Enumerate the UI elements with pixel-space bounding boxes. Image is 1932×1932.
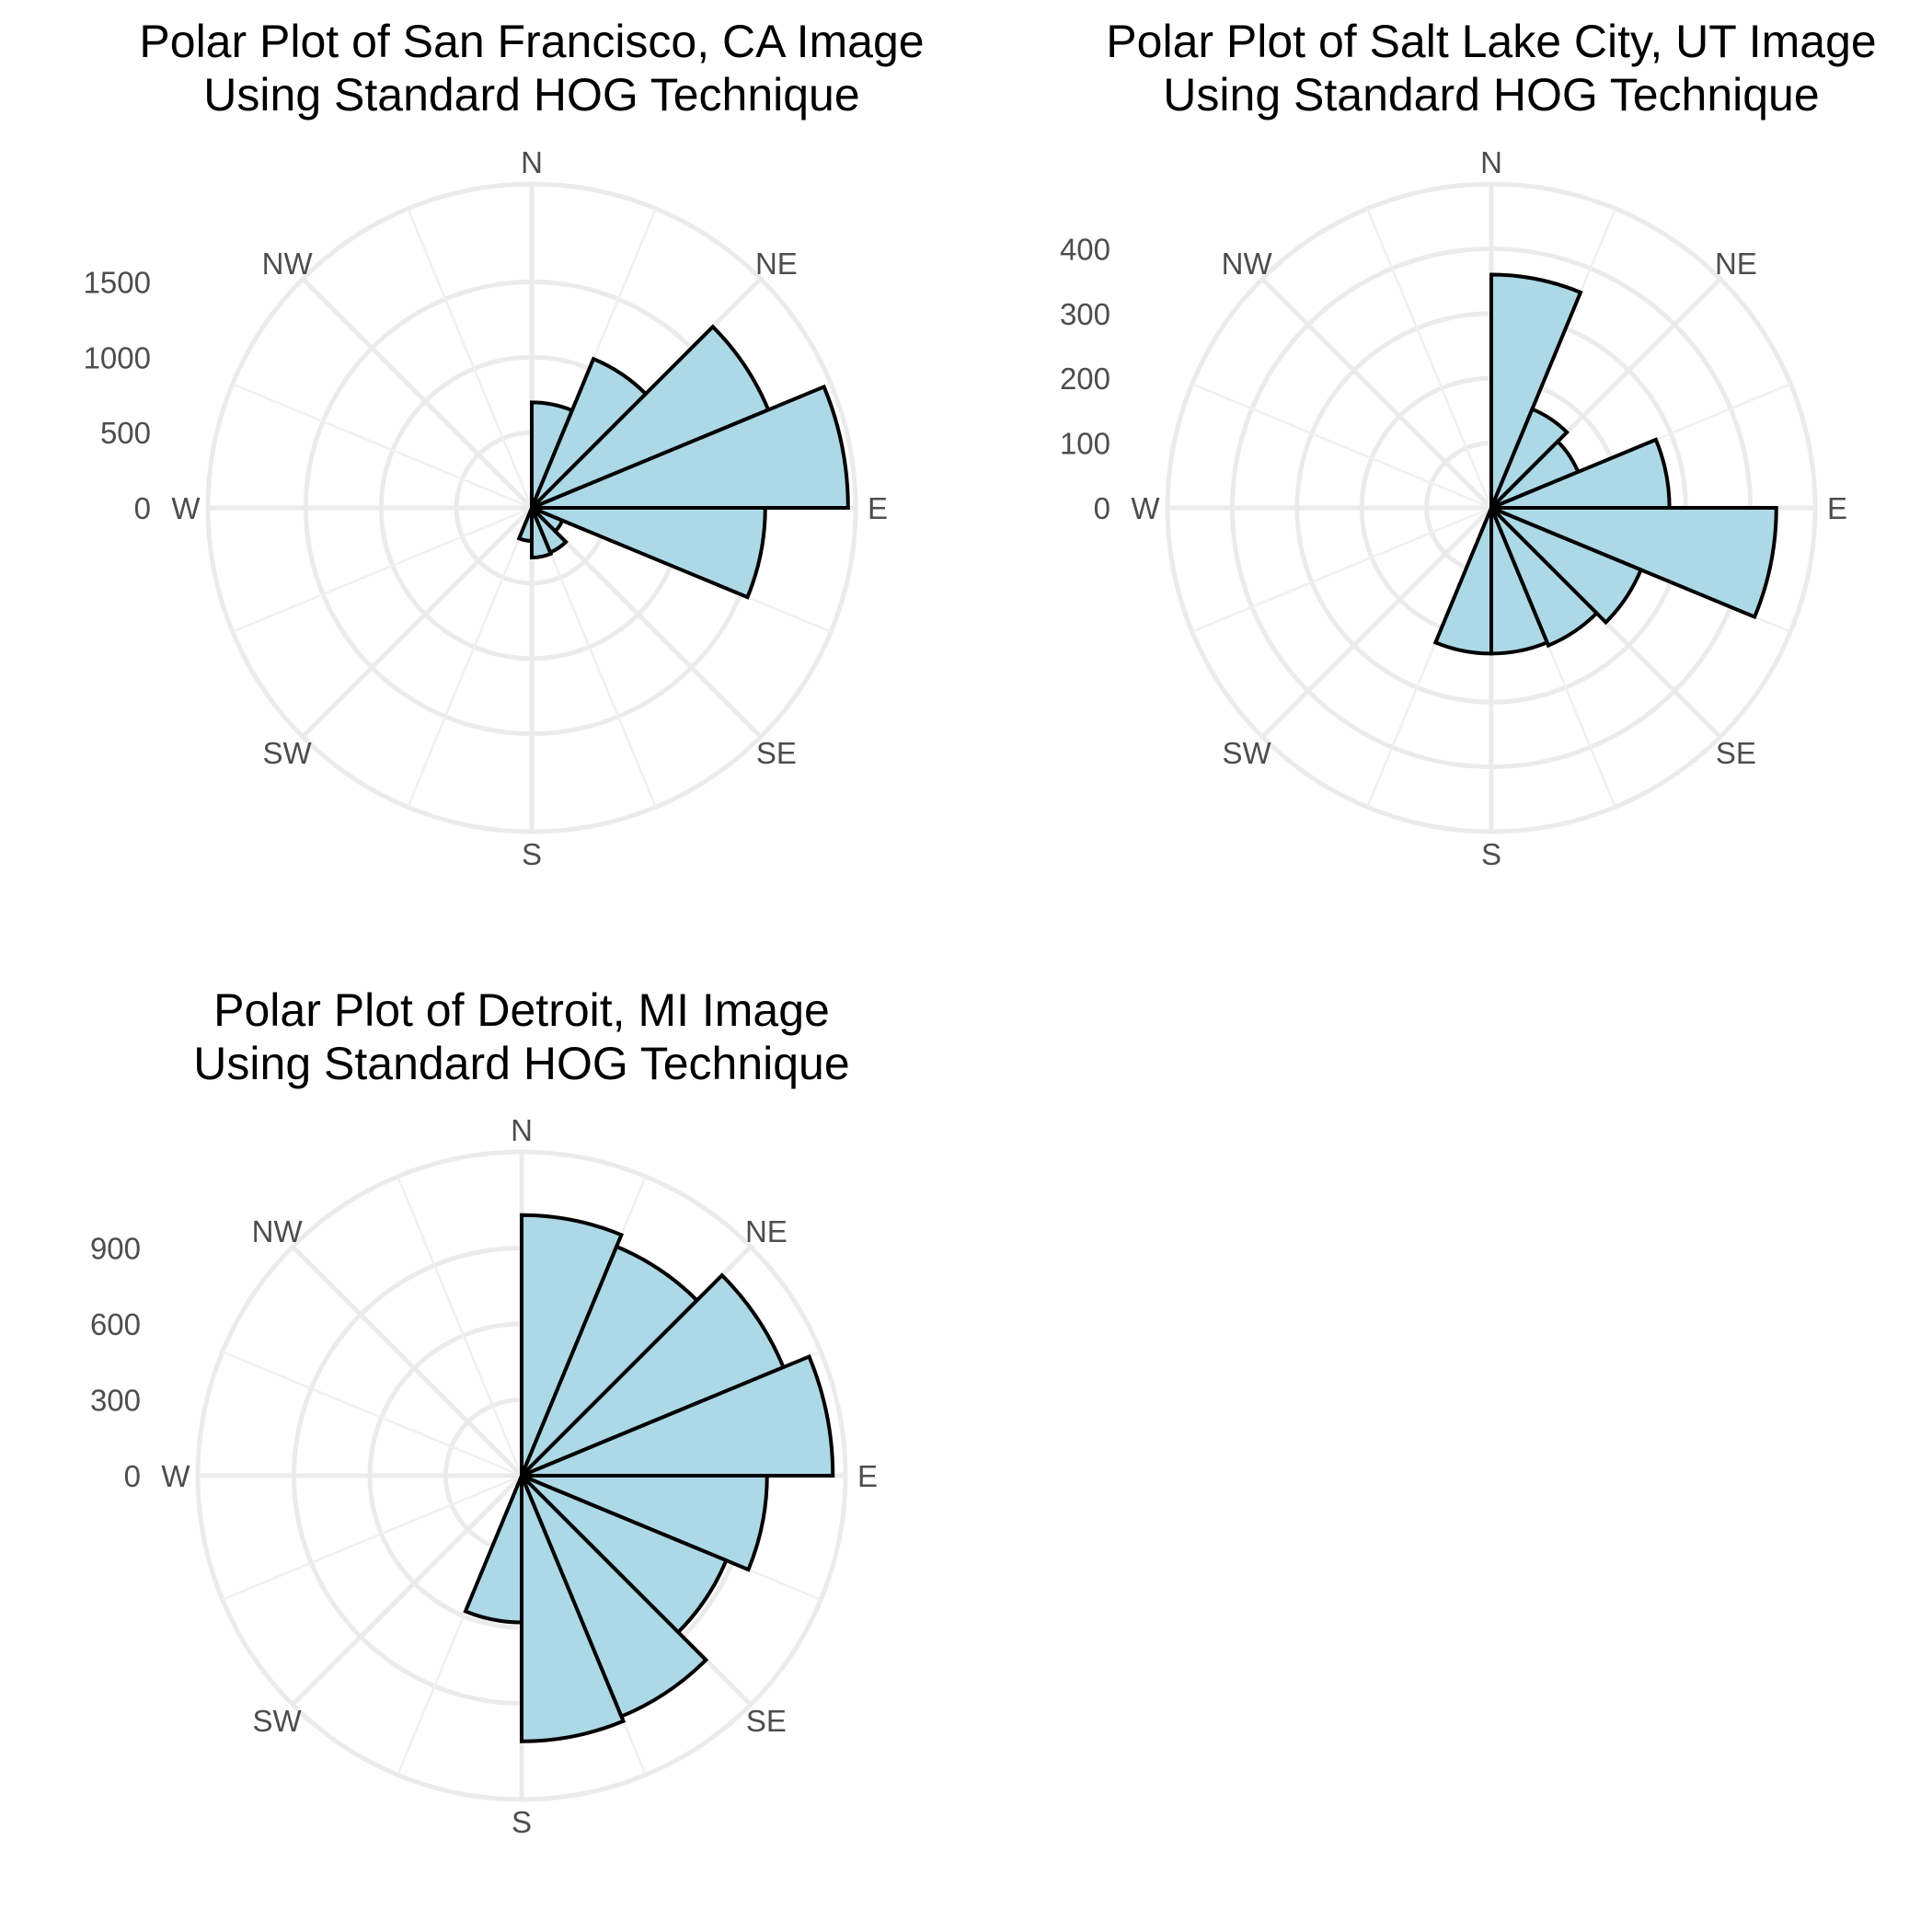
bar-bin-7: [530, 507, 554, 560]
direction-label-w: W: [171, 491, 201, 525]
r-tick-label: 900: [90, 1232, 141, 1266]
chart-title-line: Using Standard HOG Technique: [193, 1038, 849, 1089]
direction-label-nw: NW: [252, 1214, 304, 1248]
direction-label-se: SE: [756, 736, 797, 770]
grid-spoke: [407, 507, 534, 808]
r-tick-label: 0: [124, 1459, 141, 1493]
r-tick-label: 300: [90, 1384, 141, 1418]
bar-bin-6: [1489, 506, 1600, 649]
direction-label-sw: SW: [1223, 736, 1272, 770]
bar-bin-5: [1489, 506, 1644, 626]
polar-chart-san-francisco: Polar Plot of San Francisco, CA ImageUsi…: [84, 16, 925, 871]
direction-label-s: S: [1481, 837, 1501, 871]
direction-label-e: E: [868, 491, 888, 525]
direction-label-sw: SW: [253, 1704, 303, 1738]
direction-label-ne: NE: [745, 1214, 788, 1248]
direction-label-sw: SW: [263, 736, 313, 770]
r-tick-label: 100: [1060, 427, 1110, 461]
direction-label-n: N: [1480, 145, 1502, 179]
grid-spoke: [1260, 277, 1493, 510]
bar-bin-8: [516, 507, 534, 544]
grid-spoke: [232, 383, 533, 510]
grid-spoke: [530, 507, 657, 808]
polar-chart-salt-lake-city: Polar Plot of Salt Lake City, UT ImageUs…: [1060, 16, 1877, 871]
direction-label-se: SE: [746, 1704, 787, 1738]
chart-title-line: Using Standard HOG Technique: [1163, 69, 1819, 121]
chart-title-line: Using Standard HOG Technique: [203, 69, 859, 121]
direction-label-w: W: [1131, 491, 1160, 525]
grid-spoke: [407, 208, 534, 509]
r-tick-label: 0: [134, 491, 151, 525]
grid-spoke: [1191, 383, 1492, 510]
grid-spoke: [222, 1351, 523, 1478]
r-tick-label: 600: [90, 1307, 141, 1341]
direction-label-w: W: [161, 1459, 190, 1493]
bar-bin-3: [521, 1353, 835, 1478]
direction-label-n: N: [521, 145, 543, 179]
direction-label-ne: NE: [755, 247, 798, 281]
direction-label-s: S: [512, 1805, 532, 1839]
grid-spoke: [232, 506, 533, 633]
grid-spoke: [301, 277, 534, 510]
bar-bin-0: [520, 1213, 625, 1477]
direction-label-nw: NW: [1222, 247, 1273, 281]
chart-title-line: Polar Plot of Detroit, MI Image: [213, 984, 830, 1036]
bar-bin-8: [1432, 507, 1493, 656]
direction-label-se: SE: [1716, 736, 1756, 770]
grid-spoke: [530, 506, 763, 739]
bar-bin-4: [531, 506, 767, 600]
bar-bin-2: [520, 1272, 787, 1478]
direction-label-e: E: [1827, 491, 1847, 525]
r-tick-label: 1500: [84, 265, 151, 299]
chart-title-line: Polar Plot of San Francisco, CA Image: [139, 16, 924, 67]
bar-bin-3: [531, 384, 850, 510]
bar-bin-8: [463, 1475, 523, 1625]
grid-spoke: [1260, 506, 1493, 739]
r-tick-label: 0: [1094, 491, 1110, 525]
direction-label-ne: NE: [1715, 247, 1757, 281]
r-tick-label: 1000: [84, 340, 151, 374]
grid-spoke: [291, 1245, 523, 1478]
grid-spoke: [397, 1176, 523, 1477]
direction-label-s: S: [522, 837, 542, 871]
grid-spoke: [291, 1474, 523, 1707]
direction-label-n: N: [511, 1113, 533, 1147]
direction-label-e: E: [857, 1459, 878, 1493]
grid-spoke: [1366, 208, 1493, 509]
r-tick-label: 500: [100, 416, 151, 450]
grid-spoke: [222, 1474, 523, 1601]
r-tick-label: 300: [1060, 297, 1110, 331]
grid-spoke: [1191, 506, 1492, 633]
bar-bin-4: [1490, 506, 1778, 620]
r-tick-label: 400: [1060, 232, 1110, 266]
direction-label-nw: NW: [262, 247, 314, 281]
grid-spoke: [301, 506, 534, 739]
bar-bin-1: [1489, 407, 1570, 510]
r-tick-label: 200: [1060, 362, 1110, 396]
bar-bin-7: [520, 1475, 627, 1743]
chart-title-line: Polar Plot of Salt Lake City, UT Image: [1106, 16, 1876, 67]
